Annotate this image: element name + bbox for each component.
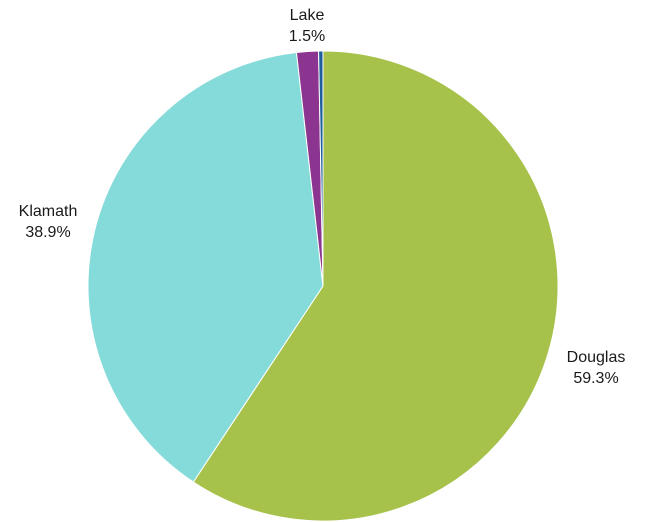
slice-label-klamath: Klamath 38.9% <box>19 203 78 241</box>
pie-slice-douglas <box>192 50 559 522</box>
pie-labels: Douglas 59.3% Klamath 38.9% Lake 1.5% <box>19 7 626 387</box>
pie-slices <box>87 50 559 522</box>
slice-percent-douglas: 59.3% <box>573 370 618 387</box>
slice-name-lake: Lake <box>290 7 325 24</box>
slice-name-klamath: Klamath <box>19 203 78 220</box>
slice-percent-lake: 1.5% <box>289 28 325 45</box>
pie-slice-klamath <box>87 51 324 483</box>
pie-slice-other <box>318 50 324 287</box>
slice-name-douglas: Douglas <box>567 349 626 366</box>
slice-label-douglas: Douglas 59.3% <box>567 349 626 387</box>
slice-label-lake: Lake 1.5% <box>289 7 325 45</box>
slice-percent-klamath: 38.9% <box>25 224 70 241</box>
